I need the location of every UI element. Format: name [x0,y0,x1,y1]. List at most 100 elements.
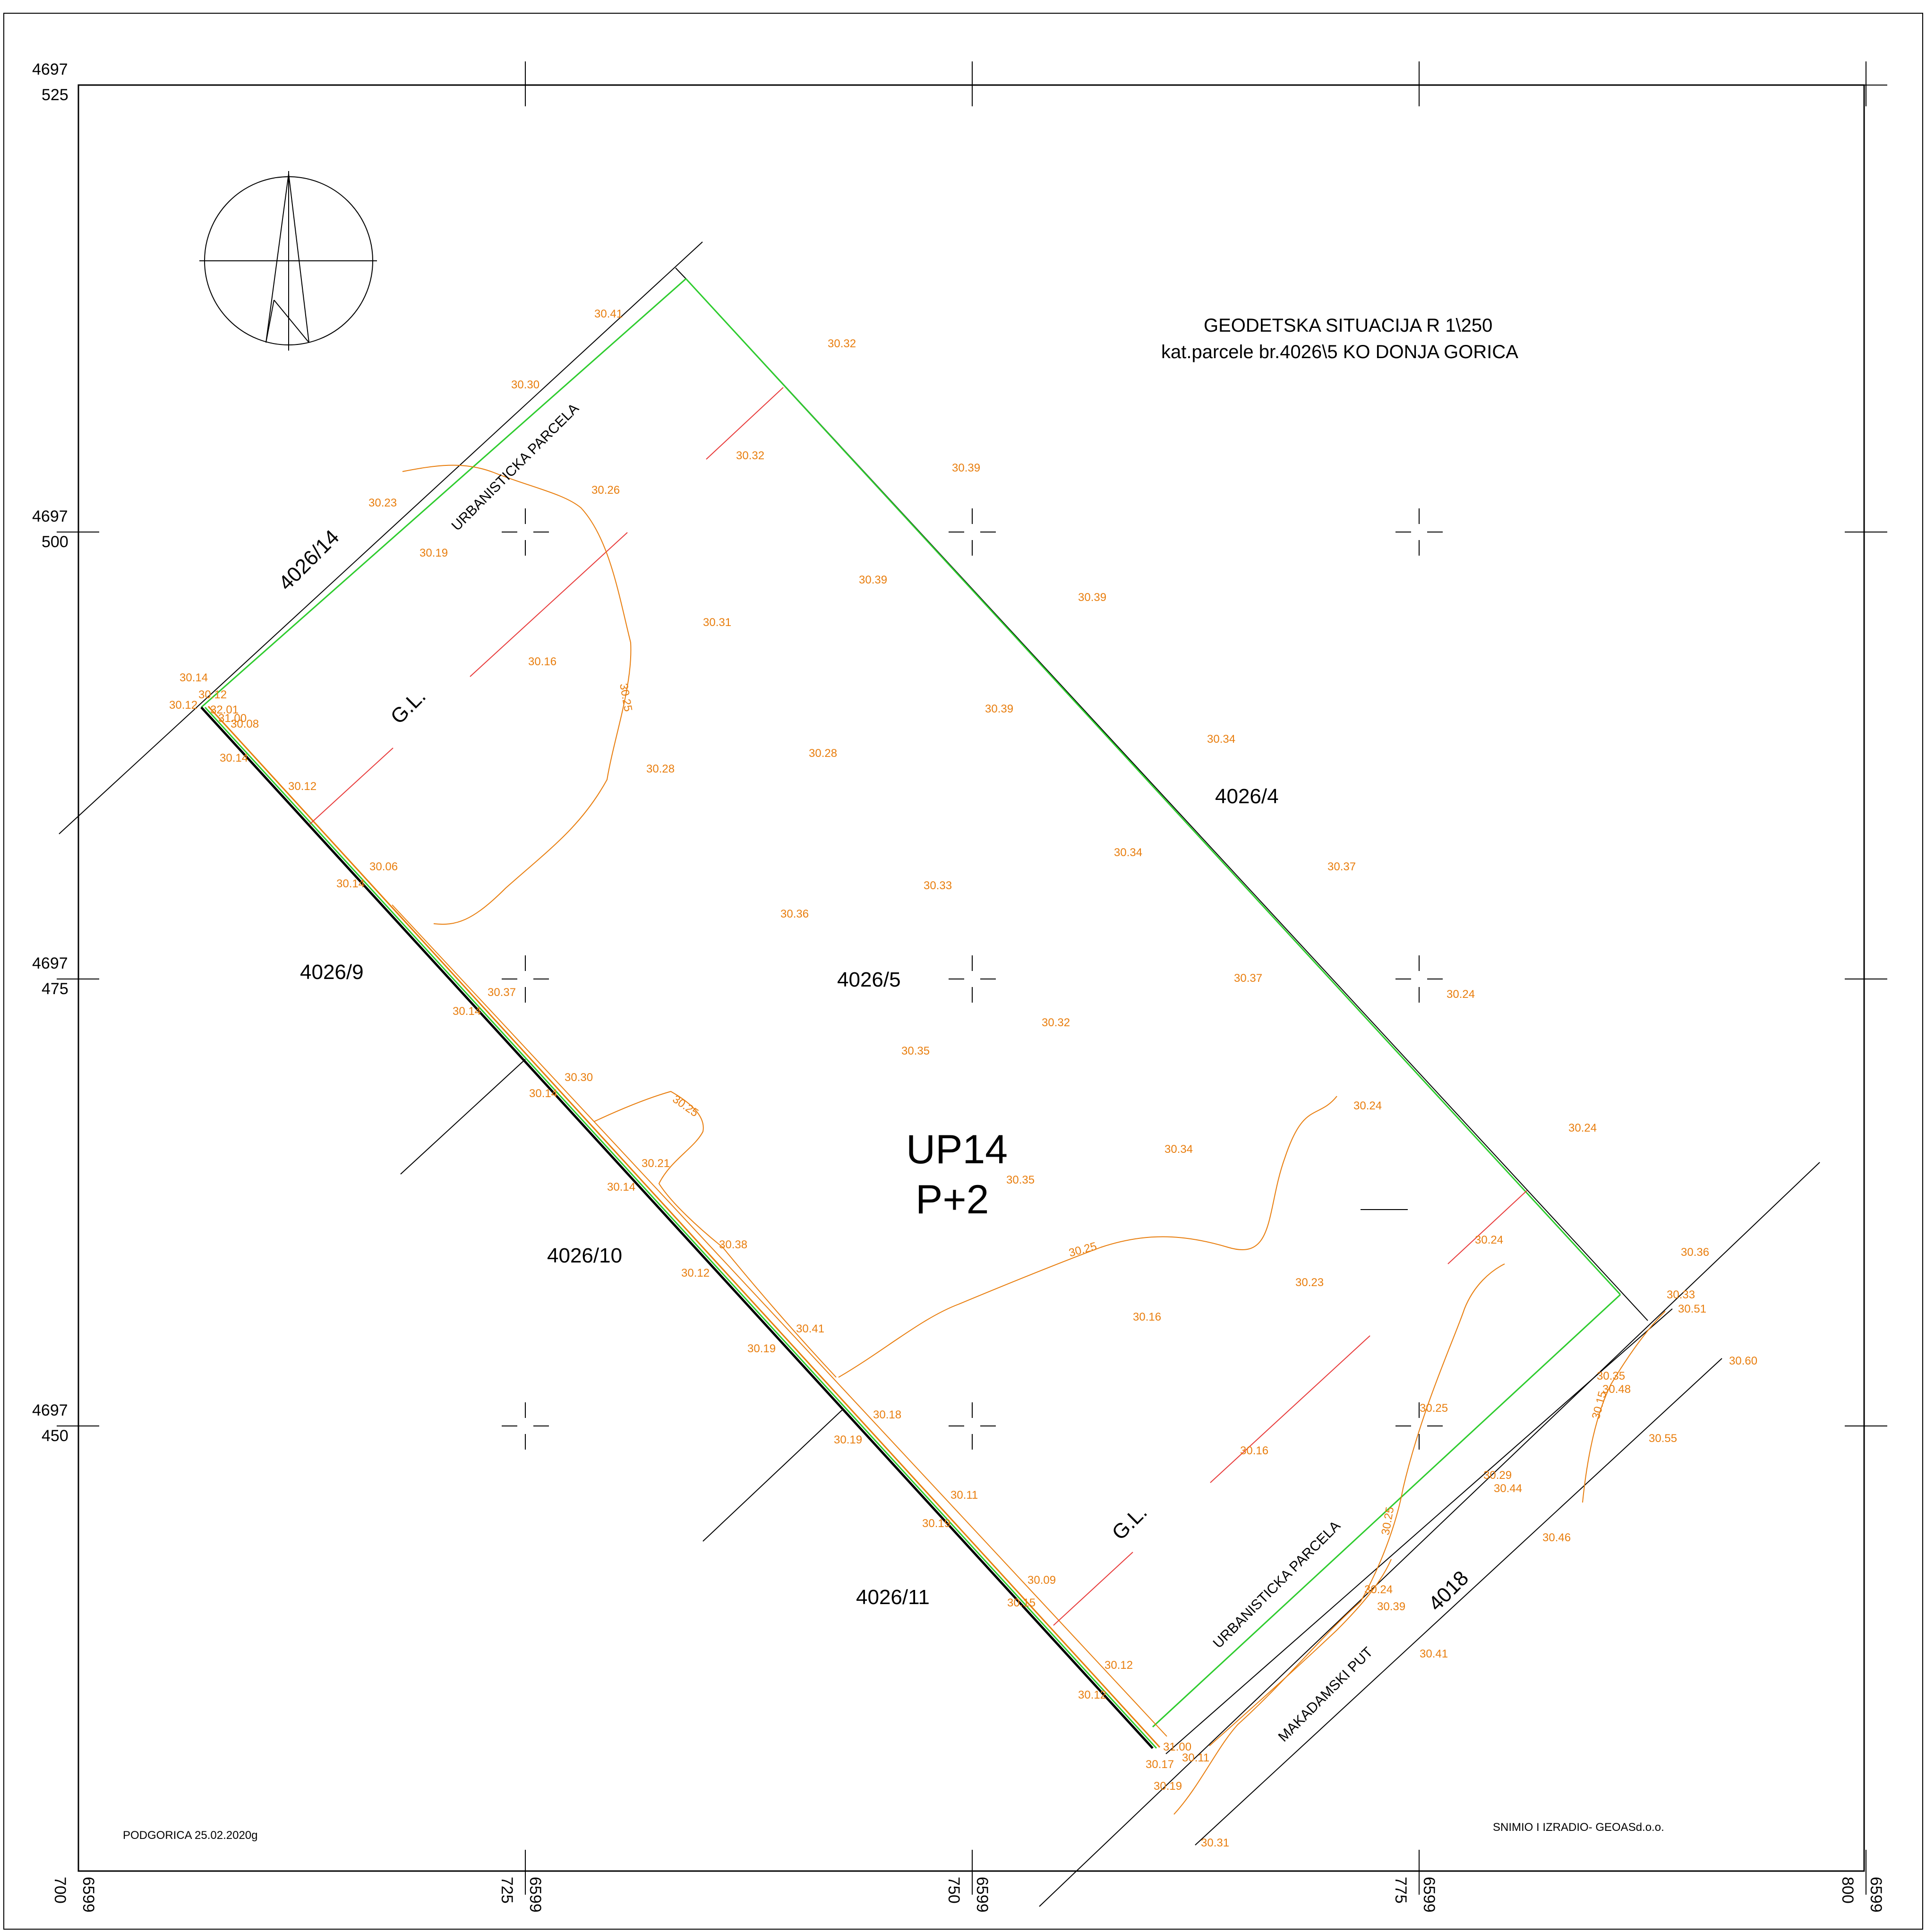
elevation-label: 30.26 [591,484,620,497]
elevation-label: 30.55 [1649,1432,1677,1445]
elevation-label: 30.32 [736,449,764,462]
elevation-label: 30.28 [809,747,837,760]
elevation-label: 30.23 [368,497,397,509]
elevation-label: 30.25 [1420,1402,1448,1415]
elevation-label: 30.12 [288,780,317,793]
map-title: GEODETSKA SITUACIJA R 1\250 [1204,315,1492,336]
elevation-label: 30.41 [594,308,623,320]
grid-x-label-4-a: 6599 [1420,1877,1438,1913]
elevation-label: 30.34 [1164,1143,1193,1156]
elevation-label: 30.14 [180,671,208,684]
elevation-label: 30.39 [1377,1600,1405,1613]
grid-x-label-4-b: 775 [1392,1877,1410,1904]
elevation-label: 30.12 [1104,1659,1133,1672]
elevation-label: 30.48 [1602,1383,1631,1396]
grid-y-label-3-top: 4697 [32,954,68,972]
up-label-line2: P+2 [916,1177,989,1222]
elevation-label: 30.35 [1006,1174,1035,1186]
urbanisticka-parcela-label: URBANISTICKA PARCELA [449,401,582,534]
grid-crosses [502,508,1443,1450]
elevation-label: 30.34 [1207,733,1235,746]
parcel-label-4018: 4018 [1424,1566,1473,1615]
elevation-label: 30.21 [642,1157,670,1170]
elevation-label: 30.35 [901,1045,930,1057]
elevation-label: 30.19 [834,1434,862,1446]
grid-x-label-2-b: 725 [498,1877,516,1904]
elevation-label: 30.33 [924,879,952,892]
elevation-label: 30.12 [1078,1689,1106,1701]
elevation-label: 30.19 [1154,1780,1182,1793]
elevation-label: 30.24 [1447,988,1475,1001]
grid-x-label-2-a: 6599 [526,1877,544,1913]
place-date: PODGORICA 25.02.2020g [123,1829,258,1842]
elevation-label: 30.28 [646,763,675,775]
elevation-points: 30.41 30.30 30.23 30.26 30.19 30.32 30.3… [169,308,1757,1849]
grid-x-label-5-b: 800 [1839,1877,1857,1904]
grid-y-label-4-bottom: 450 [42,1427,68,1445]
elevation-label: 30.14 [607,1181,635,1194]
grid-x-label-3-b: 750 [945,1877,963,1904]
elevation-label: 30.30 [511,378,539,391]
grid-y-label-1-top: 4697 [32,60,68,78]
elevation-label: 30.06 [369,860,398,873]
elevation-label: 30.46 [1542,1531,1571,1544]
grid-x-label-1-a: 6599 [79,1877,97,1913]
elevation-label: 30.24 [1353,1099,1382,1112]
elevation-label: 30.41 [1420,1648,1448,1660]
elevation-label: 31.00 [218,712,247,725]
parcel-label-4026-10: 4026/10 [547,1244,622,1267]
elevation-label: 30.32 [1042,1016,1070,1029]
elevation-label: 30.16 [528,655,556,668]
up-label-line1: UP14 [906,1127,1008,1172]
elevation-label: 30.23 [1295,1276,1324,1289]
elevation-label: 30.29 [1483,1469,1512,1482]
grid-y-label-3-bottom: 475 [42,980,68,998]
elevation-label: 30.31 [1201,1837,1229,1849]
elevation-label: 30.39 [859,574,887,586]
elevation-label: 30.24 [1568,1122,1597,1134]
elevation-label: 31.00 [1163,1741,1191,1753]
elevation-label: 30.12 [198,688,227,701]
boundary-lines [59,241,1820,1907]
elevation-label: 30.37 [1234,972,1262,985]
grid-y-label-1-bottom: 525 [42,86,68,104]
elevation-label: 30.36 [1681,1246,1709,1259]
grid-y-label-4-top: 4697 [32,1401,68,1419]
urbanisticka-parcela-label: URBANISTICKA PARCELA [1210,1518,1344,1651]
elevation-label: 30.18 [873,1408,901,1421]
elevation-label: 30.19 [922,1517,950,1530]
contour-lines [402,464,1666,1815]
road-name-label: MAKADAMSKI PUT [1275,1644,1376,1745]
elevation-label: 30.41 [796,1322,824,1335]
map-subtitle: kat.parcele br.4026\5 KO DONJA GORICA [1161,342,1518,362]
elevation-label: 30.39 [952,462,980,474]
building-lines [309,387,1527,1626]
elevation-label: 30.33 [1667,1288,1695,1301]
elevation-label: 30.14 [453,1005,481,1018]
elevation-label: 30.19 [747,1342,776,1355]
grid-x-label-5-a: 6599 [1867,1877,1885,1913]
outer-border [3,13,1923,1930]
elevation-label: 30.39 [985,703,1013,715]
elevation-label: 30.37 [1327,860,1356,873]
contour-label: 30.25 [1068,1240,1098,1260]
elevation-label: 30.51 [1678,1303,1706,1315]
frame-ticks [57,61,1887,1895]
elevation-label: 30.14 [336,877,365,890]
elevation-label: 30.11 [1182,1752,1209,1764]
elevation-label: 30.44 [1494,1482,1522,1495]
elevation-label: 30.16 [1240,1444,1268,1457]
elevation-label: 30.14 [220,752,248,764]
parcel-outline [200,278,1621,1749]
contour-label: 30.25 [617,682,634,713]
gl-label: G.L. [386,685,430,729]
grid-x-label-3-a: 6599 [973,1877,991,1913]
elevation-label: 30.08 [231,718,259,730]
grid-x-label-1-b: 700 [51,1877,69,1904]
elevation-label: 30.16 [1133,1311,1161,1323]
elevation-label: 32.01 [210,704,239,716]
elevation-label: 30.12 [169,699,197,712]
author-credit: SNIMIO I IZRADIO- GEOASd.o.o. [1493,1821,1664,1834]
gl-label: G.L. [1107,1501,1151,1545]
